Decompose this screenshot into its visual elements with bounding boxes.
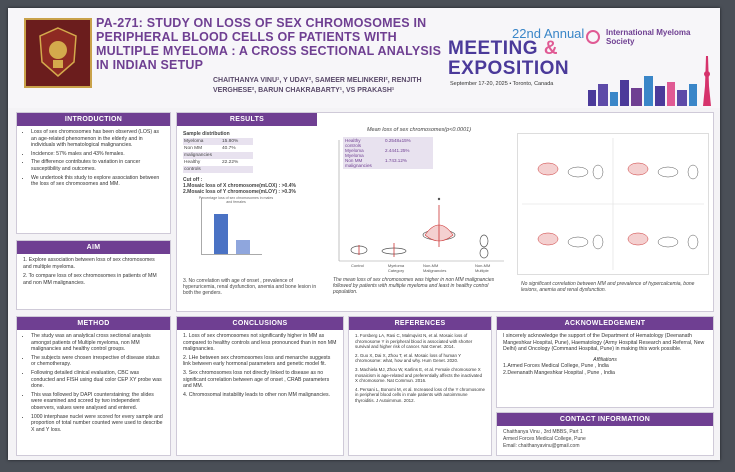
cutoff-title: Cut off : bbox=[183, 177, 203, 183]
conclusion-item: 3. Sex chromosomes loss not directly lin… bbox=[183, 369, 330, 390]
bar-female bbox=[236, 240, 250, 254]
introduction-heading: INTRODUCTION bbox=[17, 113, 170, 126]
intro-bullet: We undertook this study to explore assoc… bbox=[31, 175, 164, 188]
cutoff-y: 2.Mosaic loss of Y chromosome(mLOY) : >0… bbox=[183, 189, 296, 195]
table-row: controls bbox=[183, 166, 253, 173]
method-panel: METHOD The study was an analytical cross… bbox=[16, 316, 171, 456]
intro-bullet: The difference contributes to variation … bbox=[31, 159, 164, 172]
conclusions-heading: CONCLUSIONS bbox=[177, 317, 343, 330]
conclusions-panel: CONCLUSIONS 1. Loss of sex chromosomes n… bbox=[176, 316, 344, 456]
contact-heading: CONTACT INFORMATION bbox=[497, 413, 713, 426]
mean-chart-title: Mean loss of sex chromosomes(p<0.0001) bbox=[366, 127, 472, 133]
intro-bullet: Incidence: 57% males and 43% females. bbox=[31, 151, 164, 158]
cutoff-x: 1.Mosaic loss of X chromosome(mLOX) : >0… bbox=[183, 183, 296, 189]
conference-meeting: MEETING & bbox=[448, 38, 559, 59]
results-panel: RESULTS Sample distribution Myeloma 15.80… bbox=[176, 112, 714, 312]
method-bullet: 1000 interphase nuclei were scored for e… bbox=[31, 414, 164, 434]
correlation-violin-grid bbox=[522, 138, 704, 270]
table-row: Myeloma 15.80% bbox=[183, 138, 253, 145]
sample-title: Sample distribution bbox=[183, 131, 230, 137]
conclusion-item: 1. Loss of sex chromosomes not significa… bbox=[183, 333, 337, 353]
method-bullet: The subjects were chosen irrespective of… bbox=[31, 355, 164, 368]
aim-item: 2. To compare loss of sex chromosomes in… bbox=[23, 273, 157, 286]
table-row: Healthy 22.22% bbox=[184, 160, 239, 165]
acknowledgement-panel: ACKNOWLEDGEMENT I sincerely acknowledge … bbox=[496, 316, 714, 408]
toronto-skyline-icon bbox=[588, 56, 711, 106]
mean-chart-panel: Mean loss of sex chromosomes(p<0.0001) H… bbox=[329, 127, 509, 297]
bar-male bbox=[214, 214, 228, 254]
contact-name: Chaithanya Vinu , 3rd MBBS, Part 1 bbox=[503, 429, 583, 435]
conclusion-item: 4. Chromosomal instability leads to othe… bbox=[183, 391, 331, 398]
sample-table: Myeloma 15.80% Non MM 40.7% malignancies H… bbox=[183, 138, 253, 173]
poster-title: PA-271: STUDY ON LOSS OF SEX CHROMOSOMES… bbox=[96, 16, 442, 72]
conference-dates: September 17-20, 2025 • Toronto, Canada bbox=[450, 81, 554, 87]
correlation-plots bbox=[517, 133, 709, 275]
affiliation-1: 1.Armed Forces Medical College, Pune , I… bbox=[503, 363, 609, 370]
aim-heading: AIM bbox=[17, 241, 170, 254]
college-emblem-icon bbox=[24, 18, 92, 88]
method-bullet: This was followed by DAPI counterstainin… bbox=[31, 392, 164, 412]
mean-legend: Healthy 0.2548±15% controls Myeloma 2.4441… bbox=[343, 137, 433, 169]
acknowledgement-text: I sincerely acknowledge the support of t… bbox=[503, 333, 705, 353]
bar-chart: Percentage loss of sex chromosomes in ma… bbox=[199, 196, 273, 255]
mean-chart-caption: The mean loss of sex chromosomes was hig… bbox=[333, 277, 495, 295]
affiliations-title: Affiliations bbox=[593, 356, 617, 363]
intro-bullet: Loss of sex chromosomes has been observe… bbox=[31, 129, 164, 149]
x-tick-label: Non-MM Multiple bbox=[475, 263, 491, 273]
introduction-panel: INTRODUCTION Loss of sex chromosomes has… bbox=[16, 112, 171, 234]
aim-panel: AIM 1. Explore association between loss … bbox=[16, 240, 171, 310]
method-bullet: The study was an analytical cross sectio… bbox=[31, 333, 164, 353]
conference-exposition: EXPOSITION bbox=[448, 58, 570, 79]
society-logo-icon bbox=[586, 30, 600, 44]
affiliation-2: 2.Deenanath Mangeshkar Hospital , Pune ,… bbox=[503, 369, 615, 376]
aim-item: 1. Explore association between loss of s… bbox=[23, 257, 155, 270]
sample-distribution: Sample distribution Myeloma 15.80% Non MM… bbox=[183, 131, 323, 255]
conference-annual: 22nd Annual bbox=[512, 26, 585, 41]
bar-caption: Percentage loss of sex chromosomes in ma… bbox=[198, 196, 274, 204]
poster-header: PA-271: STUDY ON LOSS OF SEX CHROMOSOMES… bbox=[8, 8, 720, 108]
references-heading: REFERENCES bbox=[349, 317, 491, 330]
conclusion-item: 2. LHe between sex chromosomes loss and … bbox=[183, 354, 331, 368]
society-name: International Myeloma Society bbox=[606, 28, 691, 46]
x-tick-label: Myeloma Category bbox=[387, 263, 405, 273]
x-tick-label: Non-MM Malignancies bbox=[423, 263, 447, 273]
method-bullet: Following detailed clinical evaluation, … bbox=[31, 370, 164, 390]
mean-violin-plot bbox=[338, 140, 504, 262]
x-tick-label: Control bbox=[351, 263, 364, 268]
table-row: Non MM 40.7% bbox=[184, 146, 236, 151]
reference-item: 4. Persani L, Bonomi M, et al. Increased… bbox=[355, 386, 485, 403]
poster-authors: CHAITHANYA VINU¹, Y UDAY², SAMEER MELINK… bbox=[213, 77, 422, 94]
reference-item: 1. Forsberg LA, Rasi C, Malmqvist N, et … bbox=[355, 333, 473, 350]
results-heading: RESULTS bbox=[177, 113, 317, 126]
reference-item: 2. Guo X, Dai X, Zhou T, et al. Mosaic l… bbox=[355, 352, 461, 364]
references-panel: REFERENCES 1. Forsberg LA, Rasi C, Malmq… bbox=[348, 316, 492, 456]
results-note: 3. No correlation with age of onset , pr… bbox=[183, 278, 317, 296]
poster: PA-271: STUDY ON LOSS OF SEX CHROMOSOMES… bbox=[8, 8, 720, 460]
contact-email: Email: chaithanyavinu@gmail.com bbox=[503, 443, 580, 449]
ampersand: & bbox=[543, 38, 559, 59]
contact-institute: Armed Forces Medical College, Pune bbox=[503, 436, 586, 442]
table-row: malignancies bbox=[183, 152, 253, 159]
acknowledgement-heading: ACKNOWLEDGEMENT bbox=[497, 317, 713, 330]
reference-item: 3. Machiela MJ, Zhou W, Karlins E, et al… bbox=[355, 366, 483, 384]
correlation-caption: No significant correlation between MM an… bbox=[521, 281, 695, 293]
conference-banner: 22nd Annual MEETING & EXPOSITION Septemb… bbox=[448, 26, 720, 108]
method-heading: METHOD bbox=[17, 317, 170, 330]
contact-panel: CONTACT INFORMATION Chaithanya Vinu , 3r… bbox=[496, 412, 714, 456]
